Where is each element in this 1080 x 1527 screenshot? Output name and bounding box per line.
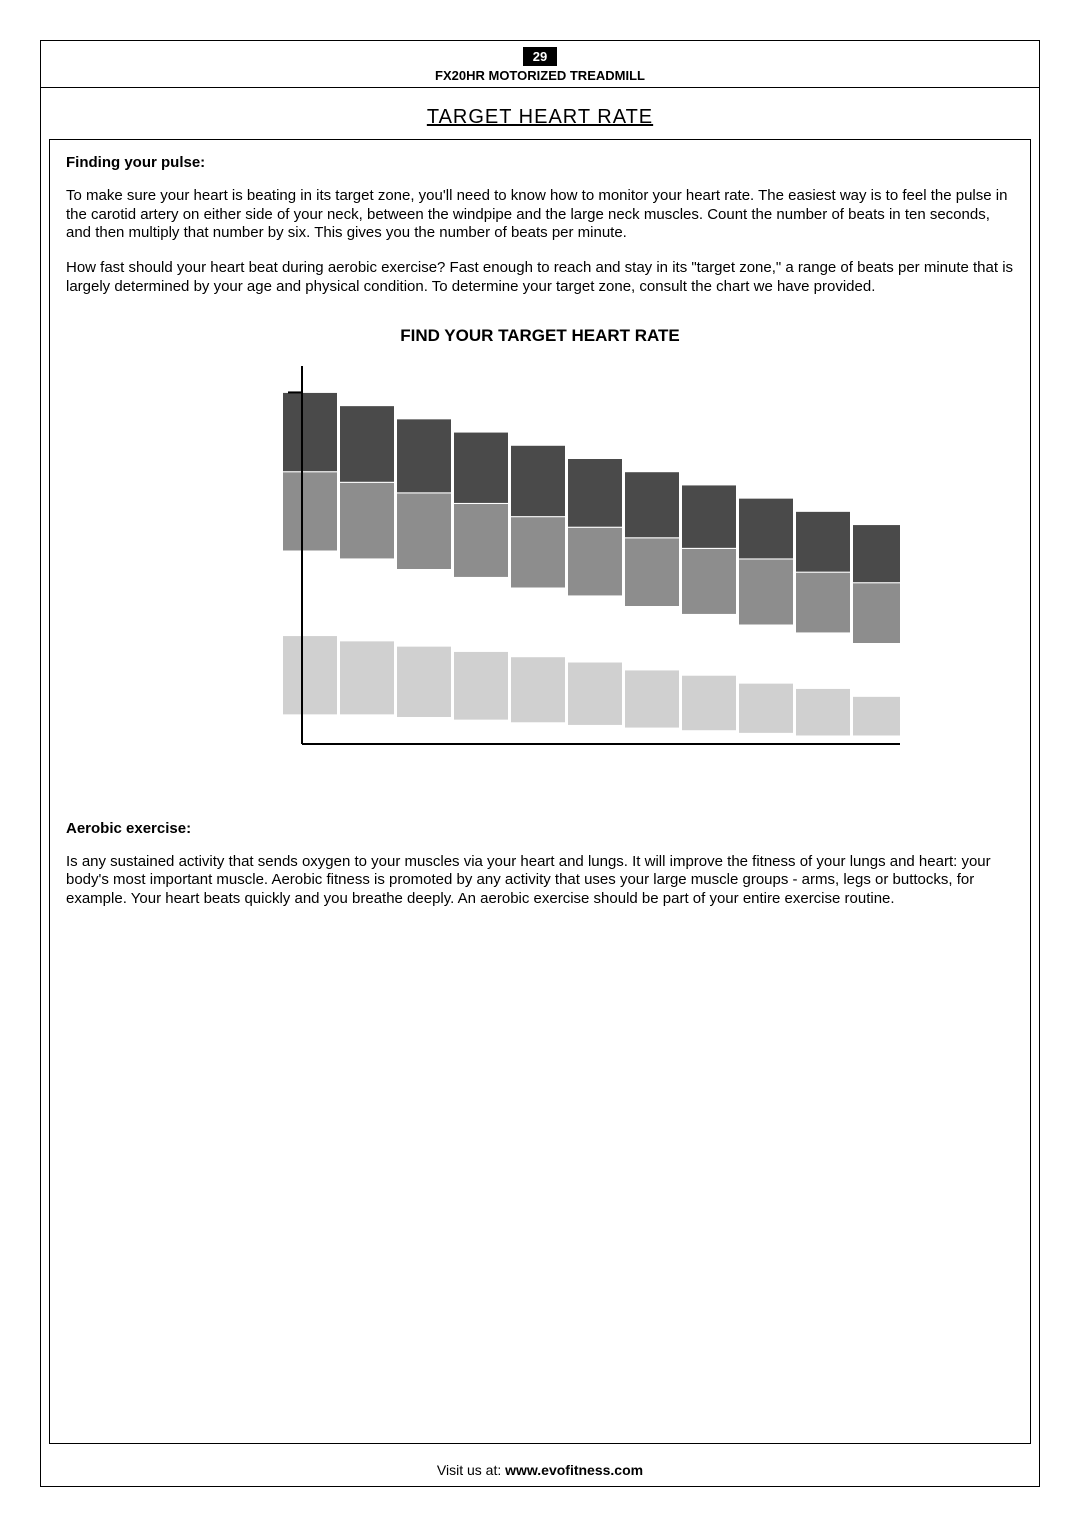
chart-bar-fitness <box>397 493 452 570</box>
chart-bar-health <box>739 683 794 733</box>
chart-bar-fitness <box>283 471 338 550</box>
chart-bar-fitness <box>625 538 680 607</box>
chart-bar-fitness <box>796 572 851 633</box>
footer-url: www.evofitness.com <box>505 1462 643 1478</box>
page-frame: 29 FX20HR MOTORIZED TREADMILL TARGET HEA… <box>40 40 1040 1487</box>
chart-bar-health <box>625 670 680 728</box>
chart-bar-advanced <box>853 524 901 582</box>
chart-bar-health <box>568 662 623 725</box>
chart-bar-advanced <box>454 432 509 503</box>
chart-bar-advanced <box>340 405 395 482</box>
para-aerobic: Is any sustained activity that sends oxy… <box>66 853 1014 909</box>
chart-bar-fitness <box>682 548 737 614</box>
chart-svg <box>180 356 900 786</box>
para-pulse-2: How fast should your heart beat during a… <box>66 259 1014 297</box>
chart-bar-fitness <box>454 503 509 577</box>
chart-bar-fitness <box>511 516 566 587</box>
heart-rate-chart <box>180 356 900 786</box>
chart-bar-health <box>454 651 509 720</box>
chart-bar-advanced <box>682 485 737 548</box>
chart-bar-fitness <box>568 527 623 596</box>
chart-bar-health <box>853 696 901 736</box>
content-box: Finding your pulse: To make sure your he… <box>49 139 1031 1444</box>
product-name: FX20HR MOTORIZED TREADMILL <box>41 68 1039 83</box>
chart-bar-advanced <box>739 498 794 559</box>
chart-bar-advanced <box>397 419 452 493</box>
chart-bar-advanced <box>796 511 851 572</box>
section-heading-aerobic: Aerobic exercise: <box>66 820 1014 839</box>
chart-bar-fitness <box>853 582 901 643</box>
chart-bar-fitness <box>739 559 794 625</box>
section-heading-pulse: Finding your pulse: <box>66 154 1014 173</box>
chart-bar-advanced <box>511 445 566 516</box>
chart-bar-health <box>511 656 566 722</box>
chart-bar-advanced <box>283 392 338 471</box>
page-header: 29 FX20HR MOTORIZED TREADMILL <box>41 41 1039 88</box>
para-pulse-1: To make sure your heart is beating in it… <box>66 187 1014 243</box>
chart-bar-fitness <box>340 482 395 559</box>
chart-bar-health <box>340 641 395 715</box>
chart-title: FIND YOUR TARGET HEART RATE <box>66 325 1014 346</box>
chart-bar-health <box>283 635 338 714</box>
chart-bar-health <box>796 688 851 736</box>
chart-bar-advanced <box>568 458 623 527</box>
chart-bar-health <box>682 675 737 731</box>
chart-bar-health <box>397 646 452 717</box>
page-number-badge: 29 <box>523 47 557 66</box>
chart-bar-advanced <box>625 471 680 537</box>
page-footer: Visit us at: www.evofitness.com <box>41 1452 1039 1486</box>
page-title: TARGET HEART RATE <box>41 106 1039 129</box>
footer-prefix: Visit us at: <box>437 1462 505 1478</box>
